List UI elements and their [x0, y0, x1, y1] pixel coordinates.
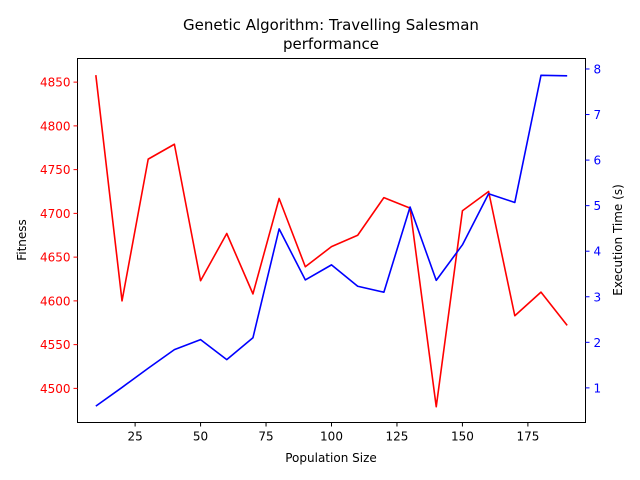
- right-y-tick-label: 8: [594, 62, 602, 76]
- right-y-tick-label: 5: [594, 199, 602, 213]
- left-y-tick-label: 4600: [40, 294, 71, 308]
- plot-area: [95, 74, 568, 408]
- left-y-tick-label: 4700: [40, 207, 71, 221]
- left-y-axis-label: Fitness: [15, 219, 29, 261]
- right-y-tick-label: 7: [594, 108, 602, 122]
- x-tick-label: 125: [386, 430, 409, 444]
- right-y-tick-label: 1: [594, 381, 602, 395]
- right-y-tick-label: 6: [594, 154, 602, 168]
- right-y-tick-label: 3: [594, 290, 602, 304]
- execution-time-line: [95, 74, 568, 407]
- x-tick-label: 150: [451, 430, 474, 444]
- x-tick-label: 25: [127, 430, 142, 444]
- x-axis-label: Population Size: [285, 451, 377, 465]
- x-tick-label: 50: [193, 430, 208, 444]
- left-y-tick-label: 4850: [40, 76, 71, 90]
- fitness-line: [95, 75, 568, 408]
- x-tick-label: 100: [320, 430, 343, 444]
- left-y-tick-label: 4550: [40, 338, 71, 352]
- left-y-tick-label: 4500: [40, 382, 71, 396]
- x-tick-label: 175: [516, 430, 539, 444]
- right-y-tick-label: 2: [594, 336, 602, 350]
- plot-frame: [77, 58, 586, 423]
- x-tick-label: 75: [258, 430, 273, 444]
- right-y-tick-label: 4: [594, 245, 602, 259]
- axes: 25 50 75 100 125 150 1754500455046004650470047…: [40, 62, 601, 443]
- chart-title-line-1: Genetic Algorithm: Travelling Salesman: [183, 16, 479, 34]
- right-y-axis-label: Execution Time (s): [611, 184, 625, 296]
- left-y-tick-label: 4650: [40, 251, 71, 265]
- left-y-tick-label: 4800: [40, 119, 71, 133]
- chart-title-line-2: performance: [283, 35, 379, 53]
- left-y-tick-label: 4750: [40, 163, 71, 177]
